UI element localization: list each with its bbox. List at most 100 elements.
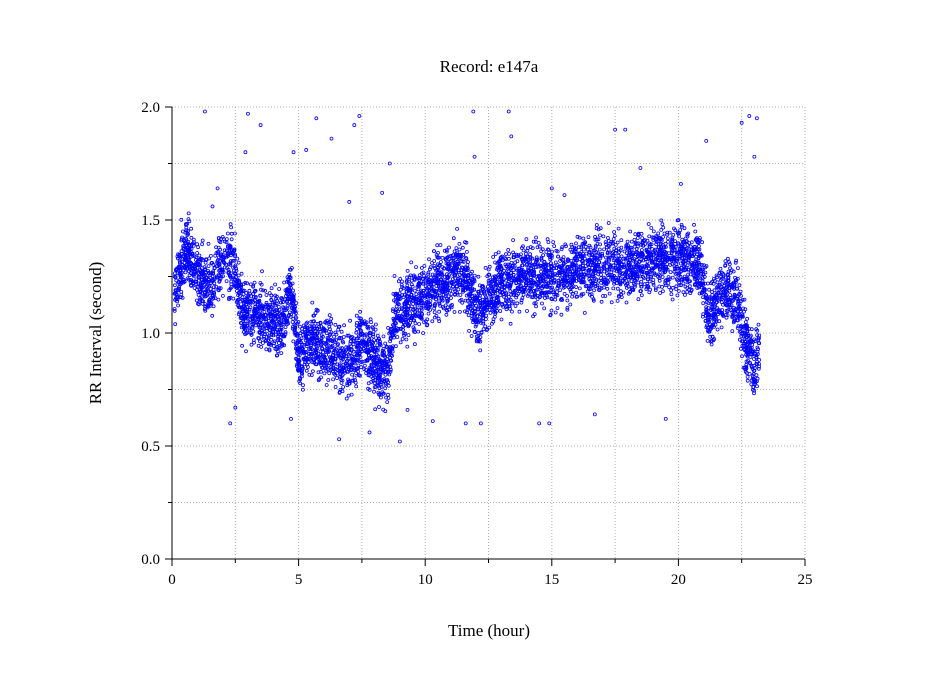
data-point [312, 340, 317, 345]
data-point [729, 303, 734, 308]
data-point [358, 316, 363, 321]
data-point [594, 223, 599, 227]
data-point [558, 269, 563, 274]
data-point [346, 393, 351, 398]
data-point [583, 263, 588, 268]
data-point [275, 314, 280, 319]
data-point [337, 354, 342, 359]
data-point [185, 233, 190, 237]
data-point [501, 277, 506, 282]
data-point [264, 347, 269, 352]
data-point [521, 248, 526, 253]
data-point [705, 338, 710, 343]
data-point [745, 331, 750, 336]
data-point [172, 308, 177, 313]
data-point [688, 244, 693, 249]
data-point [580, 259, 584, 264]
data-point [640, 252, 645, 256]
data-point [689, 269, 693, 274]
data-point [194, 277, 199, 282]
data-point [300, 342, 304, 347]
data-point [667, 251, 671, 256]
data-point [297, 324, 302, 329]
data-point [289, 297, 294, 302]
data-point [716, 290, 721, 295]
data-point [656, 231, 661, 236]
data-point [617, 293, 621, 298]
data-point [593, 284, 598, 289]
data-point [404, 337, 409, 342]
data-point [661, 225, 666, 230]
data-point [250, 324, 255, 329]
data-point [245, 330, 250, 335]
data-point [756, 322, 761, 327]
data-point [750, 342, 755, 347]
data-point [755, 328, 760, 333]
data-point [445, 299, 450, 304]
data-point [216, 297, 221, 302]
data-point [341, 340, 346, 345]
data-point [523, 256, 527, 261]
data-point [414, 299, 419, 304]
data-point [706, 281, 710, 286]
data-point [457, 309, 462, 314]
data-point [522, 287, 527, 292]
data-point [228, 259, 233, 264]
data-point [384, 344, 389, 349]
data-point [427, 257, 431, 262]
data-point [693, 268, 697, 273]
data-point [345, 333, 350, 338]
data-point [351, 366, 356, 370]
data-point [325, 335, 330, 340]
data-point [391, 291, 396, 296]
data-point [401, 327, 405, 332]
data-point [420, 299, 425, 304]
data-point [491, 275, 495, 280]
data-point [560, 263, 564, 268]
data-point [225, 231, 230, 236]
data-point [720, 308, 725, 312]
data-point [539, 249, 544, 254]
data-point [648, 287, 652, 292]
data-point [211, 271, 216, 276]
data-point [219, 274, 223, 279]
data-point [719, 297, 724, 302]
data-point [663, 241, 668, 246]
data-point [219, 237, 223, 241]
data-point [409, 282, 414, 287]
data-point [742, 309, 746, 314]
data-point [677, 280, 681, 285]
data-point [395, 314, 399, 319]
data-point [577, 235, 582, 240]
data-point [425, 276, 430, 281]
data-point [264, 300, 269, 305]
data-point [625, 266, 630, 270]
data-point [511, 292, 516, 297]
data-point [337, 335, 342, 340]
data-point [714, 293, 719, 298]
data-point [319, 375, 323, 380]
data-point [229, 231, 234, 236]
data-point [681, 290, 686, 295]
data-point [206, 264, 211, 269]
data-point [697, 262, 702, 267]
data-point [245, 281, 250, 286]
data-point [264, 293, 269, 297]
data-point [308, 347, 313, 351]
data-point [731, 280, 736, 285]
data-point [751, 372, 756, 377]
data-point [719, 325, 724, 330]
data-point [647, 234, 652, 239]
data-point [438, 303, 443, 308]
data-point [503, 292, 508, 297]
data-point [626, 291, 631, 296]
data-point [755, 352, 760, 357]
data-point [625, 257, 629, 262]
data-point [595, 237, 599, 242]
data-point [417, 322, 422, 326]
data-point [613, 242, 618, 247]
data-point [665, 230, 670, 235]
data-point [329, 338, 334, 343]
data-point [593, 276, 597, 281]
data-point [519, 298, 524, 303]
